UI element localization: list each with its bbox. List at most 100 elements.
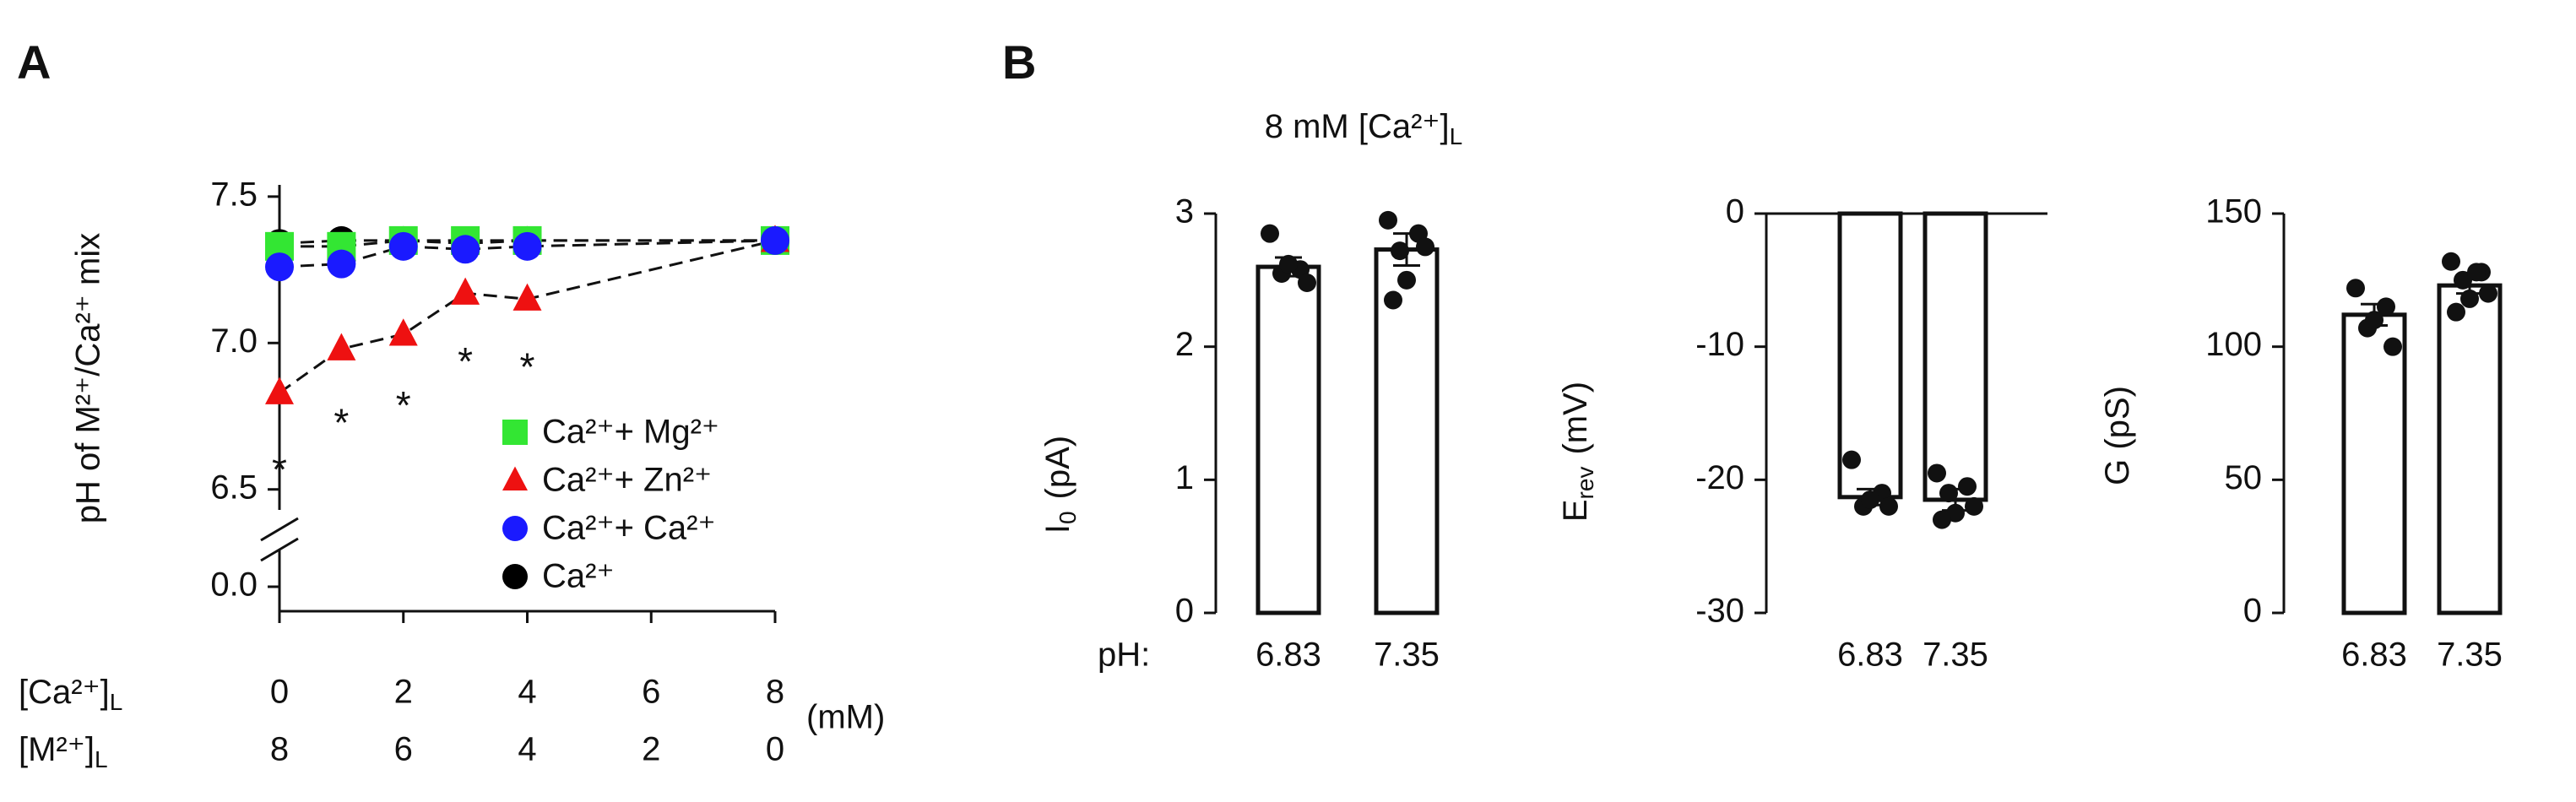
panel-label: B <box>1002 35 1036 89</box>
marker <box>265 252 294 282</box>
x-tick-label: 6.83 <box>2341 637 2407 674</box>
x-tick-label: 6 <box>642 674 660 711</box>
data-point <box>1379 210 1397 230</box>
label-part: L <box>95 746 108 772</box>
data-point <box>2365 311 2383 330</box>
label-part: (pA) <box>1039 436 1076 500</box>
marker <box>502 564 528 589</box>
annotation: * <box>334 401 349 445</box>
x-unit: (mM) <box>806 699 885 736</box>
data-point <box>2467 263 2486 282</box>
data-point <box>1842 450 1861 469</box>
x-tick-label: 7.35 <box>1923 637 1988 674</box>
y-tick-label: 100 <box>2205 326 2262 363</box>
bar <box>2341 312 2407 615</box>
marker <box>761 225 789 255</box>
data-point <box>1298 273 1316 292</box>
m-tick-label: 0 <box>766 731 784 768</box>
y-axis-label: I0 (pA) <box>1039 436 1082 534</box>
label-part: I <box>1039 524 1076 534</box>
label-part: L <box>1450 123 1463 149</box>
marker <box>512 283 542 311</box>
y-tick-label: -30 <box>1695 593 1744 630</box>
y-tick-label: 150 <box>2205 193 2262 230</box>
y-tick-label: 0 <box>1726 193 1744 230</box>
x-tick-label: 7.35 <box>2437 637 2503 674</box>
annotation: * <box>458 339 473 383</box>
m-tick-label: 4 <box>518 731 536 768</box>
x-tick-label: 6.83 <box>1255 637 1321 674</box>
data-point <box>2479 284 2497 303</box>
label-part: [M²⁺] <box>19 731 95 768</box>
y-axis-label: Erev (mV) <box>1557 382 1599 522</box>
legend-label: Ca²⁺+ Ca²⁺ <box>542 510 716 547</box>
marker <box>512 231 542 261</box>
x-tick-label: 8 <box>766 674 784 711</box>
data-point <box>1261 224 1279 243</box>
x-row-label: [M²⁺]L <box>19 731 108 773</box>
data-point <box>2447 302 2465 322</box>
data-point <box>1879 496 1898 516</box>
legend-label: Ca²⁺ <box>542 558 615 595</box>
x-tick-label: 7.35 <box>1374 637 1440 674</box>
data-point <box>1391 241 1409 261</box>
marker <box>502 466 528 490</box>
label-part: E <box>1557 499 1594 522</box>
panel-title: 8 mM [Ca²⁺]L <box>1265 108 1462 150</box>
annotation: * <box>520 345 535 389</box>
legend-label: Ca²⁺+ Zn²⁺ <box>542 462 712 499</box>
panel-label: A <box>17 35 51 89</box>
marker <box>265 377 294 404</box>
annotation: * <box>396 383 411 427</box>
y-axis-label: pH of M²⁺/Ca²⁺ mix <box>70 233 107 523</box>
data-point <box>1384 290 1402 310</box>
data-point <box>2442 252 2460 271</box>
m-tick-label: 6 <box>394 731 413 768</box>
bar <box>1255 264 1321 615</box>
y-tick-label: -20 <box>1695 459 1744 496</box>
label-part: 0 <box>1055 511 1081 524</box>
m-tick-label: 8 <box>270 731 289 768</box>
data-point <box>1965 496 1983 516</box>
annotation: * <box>272 447 287 491</box>
series-line <box>279 239 776 394</box>
y-tick-label: 0 <box>1175 593 1194 630</box>
x-tick-label: 2 <box>394 674 413 711</box>
axis-break <box>260 517 299 542</box>
axis-break <box>260 537 299 562</box>
label-part: L <box>110 689 123 715</box>
y-tick-label: 6.5 <box>210 469 258 506</box>
y-tick-label: 50 <box>2225 459 2263 496</box>
label-part: G (pS) <box>2099 386 2136 485</box>
data-point <box>1928 463 1946 483</box>
x-tick-label: 4 <box>518 674 536 711</box>
bar <box>1837 211 1903 500</box>
data-point <box>1861 490 1879 509</box>
marker <box>388 231 418 261</box>
data-point <box>1939 484 1958 503</box>
y-tick-label: 7.5 <box>210 176 258 213</box>
data-point <box>2383 337 2402 356</box>
marker <box>327 249 356 279</box>
data-point <box>2454 270 2472 290</box>
marker <box>502 420 528 445</box>
y-tick-label: 0.0 <box>210 566 258 604</box>
data-point <box>1416 237 1434 257</box>
y-tick-label: 0 <box>2243 593 2262 630</box>
y-tick-label: -10 <box>1695 326 1744 363</box>
x-tick-label: 6.83 <box>1837 637 1903 674</box>
y-axis-label: G (pS) <box>2099 386 2136 485</box>
data-point <box>2377 297 2395 317</box>
y-tick-label: 3 <box>1175 193 1194 230</box>
data-point <box>1279 254 1298 274</box>
data-point <box>1958 477 1977 496</box>
marker <box>327 333 356 360</box>
m-tick-label: 2 <box>642 731 660 768</box>
bar <box>1923 211 1988 502</box>
bar <box>2437 283 2503 615</box>
marker <box>451 235 480 264</box>
marker <box>388 318 418 346</box>
x-tick-label: 0 <box>270 674 289 711</box>
legend-label: Ca²⁺+ Mg²⁺ <box>542 414 719 451</box>
